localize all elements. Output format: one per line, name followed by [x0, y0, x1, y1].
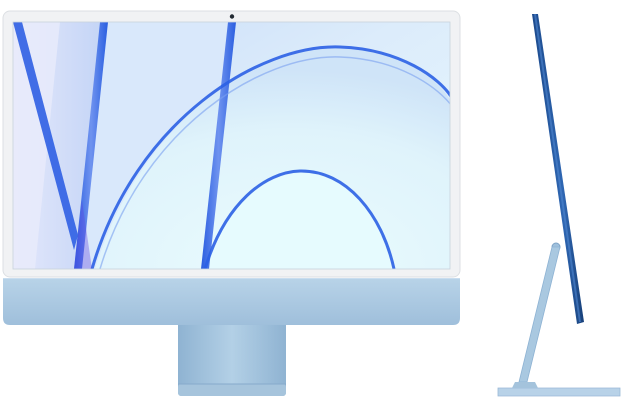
front-stand [178, 325, 286, 396]
side-profile-view [497, 14, 621, 397]
side-stand-foot [497, 387, 621, 397]
color-chin [3, 278, 460, 325]
display-area [12, 21, 451, 270]
wallpaper-stripe [13, 22, 78, 250]
camera-dot-icon [229, 14, 235, 19]
side-stand-arm [518, 246, 561, 383]
wallpaper-arch [203, 169, 396, 269]
screen-wallpaper [13, 22, 450, 269]
wallpaper-arc [90, 45, 450, 269]
wallpaper-stripe [74, 22, 108, 269]
